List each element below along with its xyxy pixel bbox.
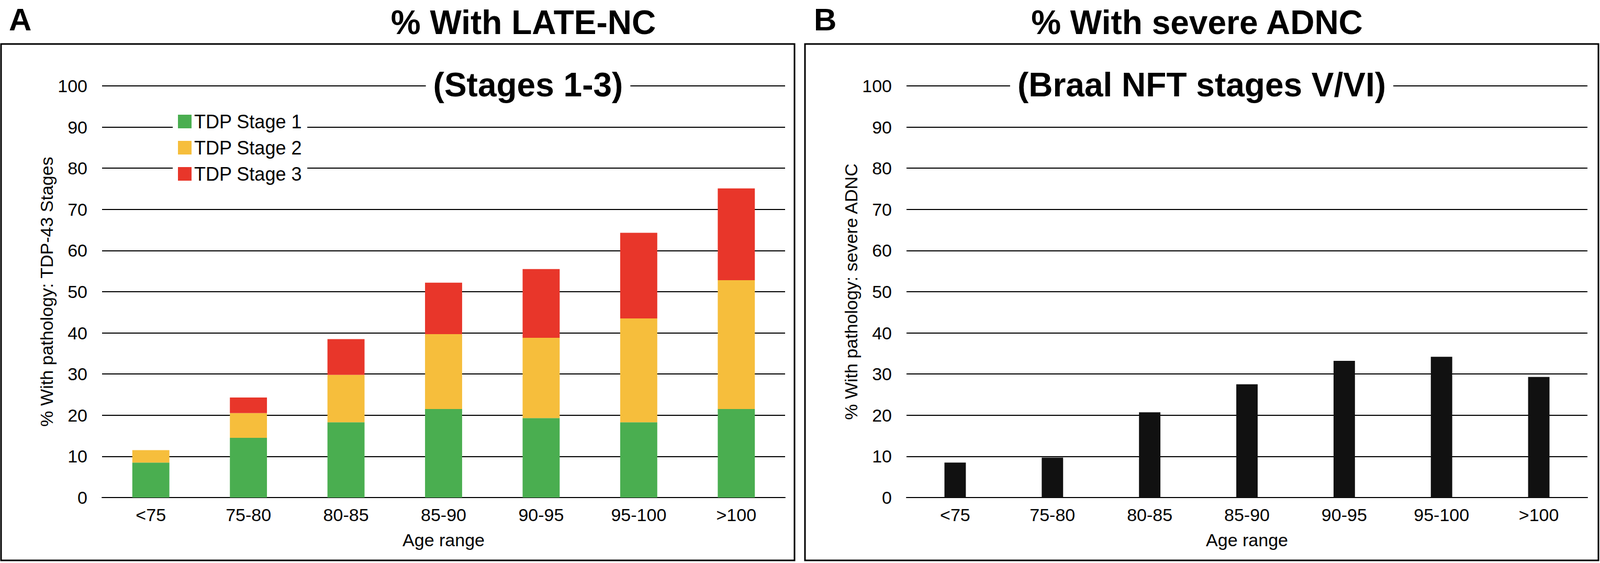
svg-text:>100: >100: [1518, 504, 1560, 525]
svg-text:% With LATE-NC: % With LATE-NC: [390, 3, 657, 42]
svg-text:0: 0: [881, 487, 892, 508]
svg-text:90: 90: [871, 117, 892, 138]
svg-text:10: 10: [67, 445, 88, 466]
svg-text:<75: <75: [135, 504, 166, 525]
svg-text:50: 50: [871, 281, 892, 302]
svg-text:85-90: 85-90: [1224, 504, 1270, 525]
svg-text:60: 60: [67, 240, 88, 261]
svg-text:TDP Stage 1: TDP Stage 1: [194, 110, 302, 133]
svg-text:% With pathology: severe ADNC: % With pathology: severe ADNC: [841, 163, 861, 420]
svg-text:40: 40: [67, 322, 88, 343]
svg-text:90: 90: [67, 117, 88, 138]
svg-text:50: 50: [67, 281, 88, 302]
svg-text:B: B: [813, 2, 837, 38]
svg-text:TDP Stage 2: TDP Stage 2: [194, 137, 302, 159]
svg-text:20: 20: [67, 405, 88, 425]
svg-text:80: 80: [871, 158, 892, 178]
svg-text:100: 100: [862, 75, 892, 96]
svg-text:100: 100: [57, 75, 88, 96]
svg-text:(Stages 1-3): (Stages 1-3): [433, 65, 624, 104]
svg-text:70: 70: [67, 199, 88, 220]
svg-text:75-80: 75-80: [1029, 504, 1076, 525]
svg-text:>100: >100: [715, 504, 757, 525]
svg-text:70: 70: [871, 199, 892, 220]
svg-text:95-100: 95-100: [1413, 504, 1470, 525]
svg-text:Age range: Age range: [402, 529, 485, 550]
svg-text:80-85: 80-85: [1126, 504, 1173, 525]
svg-text:40: 40: [871, 322, 892, 343]
svg-text:85-90: 85-90: [420, 504, 467, 525]
svg-text:30: 30: [67, 363, 88, 384]
svg-text:0: 0: [77, 487, 88, 508]
svg-text:A: A: [8, 2, 32, 38]
svg-text:10: 10: [871, 445, 892, 466]
svg-text:(Braal NFT stages V/VI): (Braal NFT stages V/VI): [1017, 65, 1386, 104]
svg-text:% With pathology: TDP-43 Stage: % With pathology: TDP-43 Stages: [36, 156, 57, 427]
svg-text:75-80: 75-80: [225, 504, 272, 525]
svg-text:95-100: 95-100: [610, 504, 667, 525]
svg-text:90-95: 90-95: [518, 504, 564, 525]
svg-text:30: 30: [871, 363, 892, 384]
svg-text:90-95: 90-95: [1321, 504, 1368, 525]
svg-text:80: 80: [67, 158, 88, 178]
svg-text:% With severe ADNC: % With severe ADNC: [1031, 3, 1363, 42]
svg-text:Age range: Age range: [1205, 529, 1289, 550]
svg-text:<75: <75: [940, 504, 971, 525]
svg-text:60: 60: [871, 240, 892, 261]
svg-text:TDP Stage 3: TDP Stage 3: [194, 163, 302, 185]
svg-text:20: 20: [871, 405, 892, 425]
svg-text:80-85: 80-85: [323, 504, 369, 525]
